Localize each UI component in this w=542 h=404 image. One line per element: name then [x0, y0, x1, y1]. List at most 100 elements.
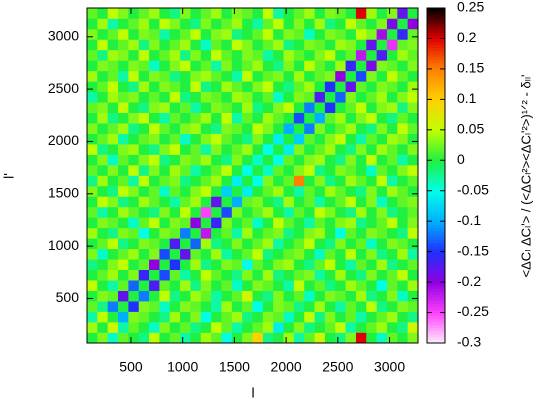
- heatmap-cell: [221, 196, 233, 208]
- heatmap-cell: [314, 290, 326, 302]
- heatmap-cell: [304, 133, 315, 145]
- heatmap-cell: [273, 322, 284, 333]
- heatmap-cell: [128, 290, 140, 302]
- heatmap-cell: [273, 28, 284, 40]
- heatmap-cell: [128, 39, 140, 51]
- heatmap-cell: [231, 280, 243, 291]
- colorbar-segment: [427, 102, 445, 106]
- heatmap-cell: [231, 154, 243, 166]
- heatmap-cell: [169, 227, 181, 239]
- y-tick-label: 2000: [48, 132, 79, 148]
- colorbar-segment: [427, 303, 445, 307]
- heatmap-cell: [169, 81, 181, 93]
- heatmap-cell: [283, 144, 295, 155]
- heatmap-cell: [293, 165, 305, 176]
- heatmap-cell: [200, 311, 212, 323]
- heatmap-cell: [118, 91, 129, 103]
- heatmap-cell: [190, 49, 202, 61]
- heatmap-cell: [211, 196, 222, 208]
- heatmap-cell: [252, 91, 264, 103]
- heatmap-cell: [149, 332, 160, 344]
- heatmap-cell: [138, 102, 150, 113]
- heatmap-cell: [128, 91, 140, 103]
- heatmap-cell: [118, 165, 129, 176]
- heatmap-cell: [252, 133, 264, 145]
- heatmap-cell: [200, 196, 212, 208]
- heatmap-cell: [87, 60, 98, 72]
- heatmap-cell: [221, 70, 233, 82]
- x-tick-label: 3000: [374, 359, 405, 375]
- heatmap-cell: [149, 311, 160, 323]
- heatmap-cell: [169, 18, 181, 30]
- heatmap-cell: [107, 165, 119, 176]
- heatmap-cell: [211, 227, 222, 239]
- heatmap-cell: [314, 165, 326, 176]
- heatmap-cell: [107, 196, 119, 208]
- heatmap-cell: [118, 301, 129, 312]
- heatmap-cell: [366, 175, 377, 187]
- heatmap-cell: [169, 280, 181, 291]
- colorbar-segment: [427, 276, 445, 280]
- heatmap-cell: [200, 39, 212, 51]
- heatmap-cell: [128, 165, 140, 176]
- heatmap-cell: [376, 8, 388, 19]
- heatmap-cell: [242, 196, 253, 208]
- heatmap-cell: [128, 133, 140, 145]
- heatmap-cell: [386, 60, 398, 72]
- heatmap-cell: [304, 49, 315, 61]
- heatmap-cell: [355, 238, 367, 250]
- colorbar-tick-label: -0.2: [457, 273, 481, 289]
- heatmap-cell: [355, 311, 367, 323]
- heatmap-cell: [324, 49, 336, 61]
- heatmap-cell: [304, 123, 315, 134]
- heatmap-cell: [138, 290, 150, 302]
- heatmap-cell: [355, 280, 367, 291]
- heatmap-cell: [386, 269, 398, 281]
- heatmap-cell: [335, 123, 346, 134]
- heatmap-cell: [138, 91, 150, 103]
- heatmap-cell: [304, 165, 315, 176]
- heatmap-cell: [190, 102, 202, 113]
- colorbar-tick-label: 0.25: [457, 0, 484, 15]
- heatmap-cell: [386, 144, 398, 155]
- heatmap-cell: [324, 165, 336, 176]
- heatmap-cell: [293, 144, 305, 155]
- heatmap-cell: [211, 217, 222, 229]
- heatmap-cell: [304, 28, 315, 40]
- heatmap-cell: [221, 206, 233, 218]
- heatmap-cell: [273, 102, 284, 113]
- heatmap-cell: [107, 18, 119, 30]
- heatmap-cell: [118, 81, 129, 93]
- heatmap-cell: [335, 28, 346, 40]
- colorbar-segment: [427, 181, 445, 186]
- heatmap-cell: [128, 280, 140, 291]
- heatmap-cell: [366, 133, 377, 145]
- x-tick-label: 1000: [167, 359, 198, 375]
- heatmap-cell: [304, 280, 315, 291]
- heatmap-cell: [159, 165, 171, 176]
- heatmap-cell: [128, 206, 140, 218]
- heatmap-cell: [107, 39, 119, 51]
- heatmap-cell: [355, 133, 367, 145]
- heatmap-cell: [149, 49, 160, 61]
- heatmap-cell: [242, 154, 253, 166]
- heatmap-cell: [283, 60, 295, 72]
- colorbar-segment: [427, 285, 445, 289]
- colorbar-segment: [427, 257, 445, 262]
- heatmap-cell: [262, 102, 274, 113]
- heatmap-cell: [386, 311, 398, 323]
- heatmap-cell: [386, 123, 398, 134]
- heatmap-cell: [190, 301, 202, 312]
- colorbar-segment: [427, 93, 445, 97]
- heatmap-cell: [221, 332, 233, 344]
- heatmap-cell: [190, 133, 202, 145]
- heatmap-cell: [107, 154, 119, 166]
- colorbar-segment: [427, 123, 445, 128]
- heatmap-cell: [200, 165, 212, 176]
- heatmap-cell: [376, 112, 388, 124]
- heatmap-cell: [118, 238, 129, 250]
- heatmap-cell: [242, 290, 253, 302]
- heatmap-cell: [314, 123, 326, 134]
- heatmap-cell: [386, 185, 398, 197]
- heatmap-cell: [293, 259, 305, 271]
